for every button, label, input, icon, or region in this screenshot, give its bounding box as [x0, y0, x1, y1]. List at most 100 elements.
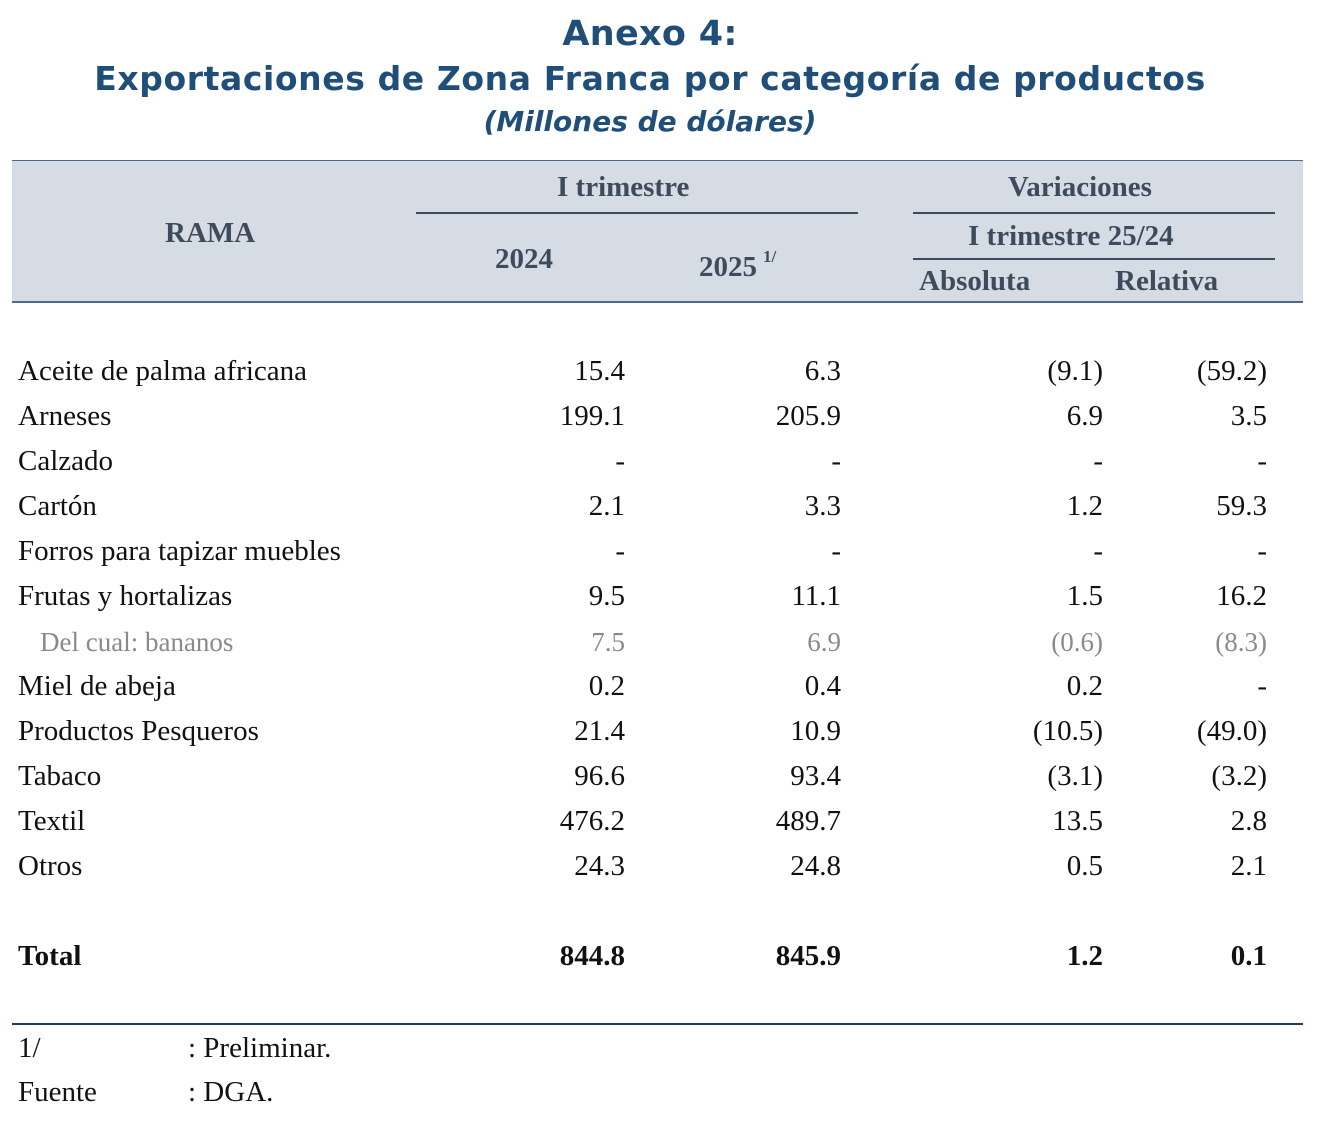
note-key-1: 1/ — [18, 1032, 41, 1064]
cell-rel: - — [1257, 535, 1267, 567]
row-label: Arneses — [18, 400, 112, 432]
cell-v2025: 489.7 — [775, 805, 841, 837]
cell-v2025: 24.8 — [790, 850, 841, 882]
row-label: Textil — [18, 805, 86, 837]
table-row: Otros 24.3 24.8 0.5 2.1 — [0, 850, 1322, 895]
cell-abs: (10.5) — [1032, 715, 1103, 747]
table-row: Tabaco 96.6 93.4 (3.1) (3.2) — [0, 760, 1322, 805]
row-label: Productos Pesqueros — [18, 715, 259, 747]
cell-abs: 1.2 — [1066, 940, 1103, 972]
cell-rel: 3.5 — [1230, 400, 1267, 432]
table-title: Exportaciones de Zona Franca por categor… — [94, 59, 1206, 98]
cell-abs: 0.5 — [1066, 850, 1103, 882]
cell-v2025: 0.4 — [804, 670, 841, 702]
header-rule-trimestre — [416, 212, 858, 214]
table-header: RAMA I trimestre 2024 2025 1/ Variaciones… — [12, 160, 1303, 303]
annex-title: Anexo 4: — [562, 14, 738, 54]
cell-abs: 1.2 — [1066, 490, 1103, 522]
cell-abs: (3.1) — [1047, 760, 1103, 792]
table-row: Frutas y hortalizas 9.5 11.1 1.5 16.2 — [0, 580, 1322, 625]
cell-v2024: 24.3 — [574, 850, 625, 882]
cell-v2025: 6.3 — [804, 355, 841, 387]
cell-v2024: - — [615, 445, 625, 477]
header-relativa: Relativa — [1115, 265, 1219, 297]
total-row: Total 844.8 845.9 1.2 0.1 — [0, 940, 1322, 985]
cell-rel: (49.0) — [1196, 715, 1267, 747]
cell-rel: - — [1257, 445, 1267, 477]
cell-v2025: 6.9 — [807, 627, 841, 657]
cell-rel: 59.3 — [1216, 490, 1267, 522]
cell-v2025: 845.9 — [775, 940, 841, 972]
header-absoluta: Absoluta — [919, 265, 1031, 297]
cell-v2024: 7.5 — [591, 627, 625, 657]
cell-rel: 2.1 — [1230, 850, 1267, 882]
cell-abs: 6.9 — [1066, 400, 1103, 432]
title-block: Anexo 4: Exportaciones de Zona Franca po… — [0, 8, 1300, 142]
cell-v2024: 844.8 — [559, 940, 625, 972]
table-row: Productos Pesqueros 21.4 10.9 (10.5) (49.0) — [0, 715, 1322, 760]
row-label: Miel de abeja — [18, 670, 176, 702]
cell-v2025: 93.4 — [790, 760, 841, 792]
cell-rel: 16.2 — [1216, 580, 1267, 612]
table-row: Miel de abeja 0.2 0.4 0.2 - — [0, 670, 1322, 715]
row-label: Otros — [18, 850, 83, 882]
row-label: Tabaco — [18, 760, 102, 792]
row-label: Calzado — [18, 445, 114, 477]
row-label: Cartón — [18, 490, 97, 522]
table-row: Cartón 2.1 3.3 1.2 59.3 — [0, 490, 1322, 535]
cell-v2024: - — [615, 535, 625, 567]
cell-rel: 2.8 — [1230, 805, 1267, 837]
cell-abs: 13.5 — [1052, 805, 1103, 837]
header-year-2025: 2025 1/ — [699, 247, 776, 284]
cell-v2025: 11.1 — [791, 580, 841, 612]
note-text-1: : Preliminar. — [188, 1032, 332, 1064]
cell-v2025: 3.3 — [804, 490, 841, 522]
row-label: Frutas y hortalizas — [18, 580, 233, 612]
cell-abs: (9.1) — [1047, 355, 1103, 387]
table-subrow: Del cual: bananos 7.5 6.9 (0.6) (8.3) — [0, 627, 1322, 672]
cell-rel: (3.2) — [1211, 760, 1267, 792]
cell-v2025: 205.9 — [775, 400, 841, 432]
cell-v2024: 199.1 — [559, 400, 625, 432]
cell-rel: 0.1 — [1230, 940, 1267, 972]
cell-abs: - — [1093, 445, 1103, 477]
cell-v2025: - — [831, 535, 841, 567]
header-rule-subgroup — [913, 258, 1275, 260]
note-text-2: : DGA. — [188, 1076, 274, 1108]
header-rama: RAMA — [165, 217, 256, 249]
header-year-2024: 2024 — [495, 243, 553, 275]
table-row: Forros para tapizar muebles - - - - — [0, 535, 1322, 580]
row-label: Forros para tapizar muebles — [18, 535, 341, 567]
table-row: Aceite de palma africana 15.4 6.3 (9.1) (59.… — [0, 355, 1322, 400]
header-variaciones: Variaciones — [1008, 171, 1152, 203]
cell-v2024: 0.2 — [588, 670, 625, 702]
cell-abs: 1.5 — [1066, 580, 1103, 612]
cell-v2024: 96.6 — [574, 760, 625, 792]
cell-v2024: 2.1 — [588, 490, 625, 522]
table-row: Arneses 199.1 205.9 6.9 3.5 — [0, 400, 1322, 445]
cell-v2024: 15.4 — [574, 355, 625, 387]
table-row: Textil 476.2 489.7 13.5 2.8 — [0, 805, 1322, 850]
cell-v2024: 9.5 — [588, 580, 625, 612]
cell-v2024: 21.4 — [574, 715, 625, 747]
row-label: Del cual: bananos — [40, 627, 234, 657]
units-subtitle: (Millones de dólares) — [483, 105, 817, 138]
cell-rel: (8.3) — [1215, 627, 1267, 657]
cell-rel: - — [1257, 670, 1267, 702]
cell-v2025: 10.9 — [790, 715, 841, 747]
cell-abs: 0.2 — [1066, 670, 1103, 702]
note-key-2: Fuente — [18, 1076, 97, 1108]
cell-abs: - — [1093, 535, 1103, 567]
row-label: Total — [18, 940, 82, 972]
cell-abs: (0.6) — [1051, 627, 1103, 657]
header-trimestre-25-24: I trimestre 25/24 — [968, 220, 1174, 252]
cell-v2025: - — [831, 445, 841, 477]
table-row: Calzado - - - - — [0, 445, 1322, 490]
footnote-marker: 1/ — [763, 247, 777, 266]
cell-rel: (59.2) — [1196, 355, 1267, 387]
header-rule-variaciones — [913, 212, 1275, 214]
header-i-trimestre: I trimestre — [557, 171, 690, 203]
row-label: Aceite de palma africana — [18, 355, 308, 387]
cell-v2024: 476.2 — [559, 805, 625, 837]
table-bottom-rule — [12, 1023, 1303, 1025]
